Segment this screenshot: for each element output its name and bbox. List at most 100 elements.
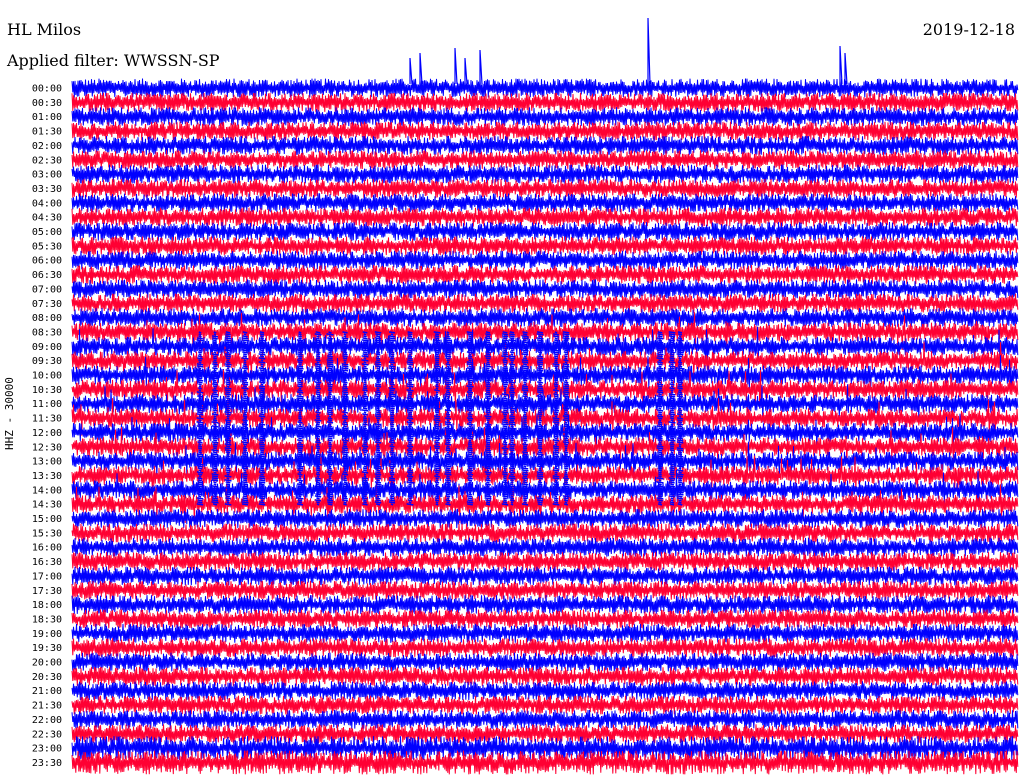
event-spike	[409, 57, 413, 85]
event-spike	[419, 52, 423, 85]
burst-column	[388, 331, 396, 506]
burst-column	[374, 331, 382, 506]
row-time-label: 19:00	[32, 629, 62, 640]
station-title: HL Milos	[7, 20, 82, 39]
burst-column	[224, 331, 232, 506]
burst-column	[361, 331, 369, 506]
trace-row	[71, 666, 1019, 686]
trace-row	[71, 736, 1019, 761]
trace-row	[71, 750, 1019, 775]
row-time-label: 11:30	[32, 414, 62, 425]
trace-row	[71, 724, 1019, 744]
row-time-label: 02:30	[32, 155, 62, 166]
burst-column	[508, 331, 516, 506]
row-time-label: 05:00	[32, 227, 62, 238]
burst-column	[314, 331, 322, 506]
row-time-label: 09:30	[32, 356, 62, 367]
trace-row	[71, 508, 1019, 529]
row-time-label: 09:00	[32, 342, 62, 353]
trace-row	[71, 293, 1019, 313]
trace-row	[71, 523, 1019, 543]
trace-row	[71, 398, 1019, 438]
trace-row	[71, 566, 1019, 586]
row-time-label: 21:00	[32, 686, 62, 697]
trace-row	[71, 623, 1019, 643]
trace-row	[71, 652, 1019, 672]
burst-column	[668, 331, 676, 506]
trace-row	[71, 236, 1019, 256]
burst-column	[196, 331, 204, 506]
row-time-label: 04:00	[32, 198, 62, 209]
row-time-label: 19:30	[32, 643, 62, 654]
row-time-label: 16:30	[32, 557, 62, 568]
row-time-label: 08:00	[32, 313, 62, 324]
row-time-label: 20:30	[32, 672, 62, 683]
trace-row	[71, 484, 1019, 525]
burst-column	[258, 331, 266, 506]
trace-row	[71, 308, 1019, 328]
row-time-label: 17:00	[32, 571, 62, 582]
row-time-label: 13:30	[32, 471, 62, 482]
row-time-label: 03:30	[32, 184, 62, 195]
trace-row	[71, 92, 1019, 112]
row-time-label: 18:30	[32, 614, 62, 625]
event-spike	[647, 17, 651, 85]
trace-row	[71, 164, 1019, 184]
trace-row	[71, 441, 1019, 481]
row-time-label: 00:30	[32, 98, 62, 109]
row-time-label: 05:30	[32, 241, 62, 252]
row-time-label: 00:00	[32, 84, 62, 95]
row-time-label: 23:00	[32, 744, 62, 755]
trace-row	[71, 609, 1019, 629]
row-time-label: 02:00	[32, 141, 62, 152]
row-time-label: 18:00	[32, 600, 62, 611]
row-time-label: 03:00	[32, 170, 62, 181]
event-spike	[839, 45, 843, 85]
event-spike	[464, 57, 468, 85]
trace-row	[71, 638, 1019, 658]
trace-row	[71, 265, 1019, 285]
trace-row	[71, 709, 1019, 729]
trace-row	[71, 107, 1019, 127]
trace-row	[71, 369, 1019, 409]
burst-column	[241, 331, 249, 506]
trace-row	[71, 135, 1019, 155]
burst-column	[484, 331, 492, 506]
row-time-label: 07:00	[32, 284, 62, 295]
trace-row	[71, 595, 1019, 615]
row-time-label: 21:30	[32, 701, 62, 712]
row-time-label: 22:30	[32, 729, 62, 740]
burst-column	[406, 331, 414, 506]
trace-row	[71, 469, 1019, 509]
burst-column	[536, 331, 544, 506]
burst-column	[433, 331, 441, 506]
row-time-label: 14:30	[32, 500, 62, 511]
trace-row	[71, 250, 1019, 270]
burst-column	[562, 331, 570, 506]
trace-row	[71, 552, 1019, 572]
burst-column	[326, 331, 334, 506]
burst-column	[211, 331, 219, 506]
burst-column	[501, 331, 509, 506]
trace-row	[71, 221, 1019, 242]
burst-column	[444, 331, 452, 506]
trace-row	[71, 312, 1019, 352]
row-time-label: 06:30	[32, 270, 62, 281]
row-time-label: 15:00	[32, 514, 62, 525]
event-spike	[479, 49, 483, 85]
event-spike	[844, 52, 848, 85]
burst-column	[341, 331, 349, 506]
event-spike	[454, 47, 458, 85]
row-time-label: 08:30	[32, 327, 62, 338]
row-time-label: 01:30	[32, 127, 62, 138]
burst-column	[676, 331, 684, 506]
filter-label: Applied filter: WWSSN-SP	[7, 51, 220, 70]
row-time-label: 10:30	[32, 385, 62, 396]
row-time-label: 12:00	[32, 428, 62, 439]
row-time-label: 01:00	[32, 112, 62, 123]
burst-column	[656, 331, 664, 506]
trace-row	[71, 326, 1019, 366]
row-time-label: 13:00	[32, 457, 62, 468]
trace-row	[71, 121, 1019, 141]
